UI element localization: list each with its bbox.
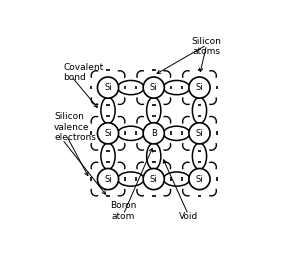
Ellipse shape	[192, 97, 207, 124]
Circle shape	[143, 123, 164, 144]
Text: Si: Si	[104, 83, 112, 92]
Circle shape	[189, 123, 210, 144]
Circle shape	[189, 168, 210, 190]
Ellipse shape	[164, 172, 190, 186]
Text: Si: Si	[104, 175, 112, 183]
Text: Si: Si	[196, 129, 203, 138]
Text: Si: Si	[196, 175, 203, 183]
Ellipse shape	[164, 81, 190, 95]
Circle shape	[98, 77, 118, 98]
Ellipse shape	[118, 126, 144, 140]
Circle shape	[98, 123, 118, 144]
Ellipse shape	[147, 97, 161, 124]
Text: Void: Void	[179, 212, 198, 221]
Text: Silicon
valence
electrons: Silicon valence electrons	[54, 112, 96, 142]
Text: Si: Si	[150, 83, 158, 92]
Ellipse shape	[118, 81, 144, 95]
Circle shape	[143, 77, 164, 98]
Text: B: B	[151, 129, 157, 138]
Text: Silicon
atoms: Silicon atoms	[192, 37, 221, 56]
Ellipse shape	[101, 97, 115, 124]
Text: Si: Si	[196, 83, 203, 92]
Ellipse shape	[192, 143, 207, 169]
Text: Boron
atom: Boron atom	[110, 201, 136, 221]
Text: Si: Si	[150, 175, 158, 183]
Circle shape	[143, 168, 164, 190]
Circle shape	[189, 77, 210, 98]
Circle shape	[98, 168, 118, 190]
Text: Si: Si	[104, 129, 112, 138]
Text: Covalent
bond: Covalent bond	[63, 63, 104, 82]
Ellipse shape	[118, 172, 144, 186]
Ellipse shape	[164, 126, 190, 140]
Ellipse shape	[147, 143, 161, 169]
Ellipse shape	[101, 143, 115, 169]
